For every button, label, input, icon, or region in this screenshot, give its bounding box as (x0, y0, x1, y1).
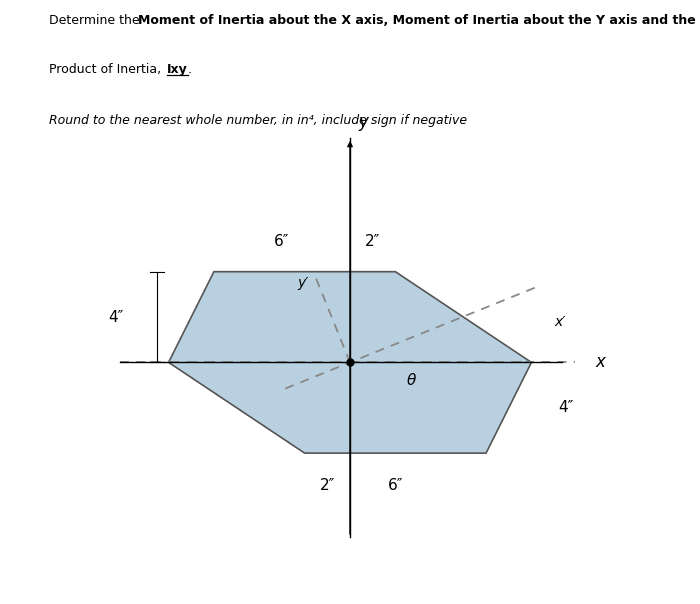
Text: 6″: 6″ (388, 478, 403, 493)
Text: y′: y′ (298, 276, 309, 290)
Text: .: . (188, 63, 192, 76)
Text: 4″: 4″ (108, 309, 123, 324)
Text: θ: θ (407, 373, 416, 388)
Text: Ixy: Ixy (167, 63, 188, 76)
Text: y: y (358, 113, 368, 131)
Text: Moment of Inertia about the X axis, Moment of Inertia about the Y axis and the: Moment of Inertia about the X axis, Mome… (138, 14, 696, 27)
Text: 6″: 6″ (274, 234, 290, 249)
Text: 2″: 2″ (320, 478, 335, 493)
Text: 2″: 2″ (365, 234, 380, 249)
Text: x: x (595, 353, 605, 371)
Text: Round to the nearest whole number, in in⁴, include sign if negative: Round to the nearest whole number, in in… (49, 114, 467, 127)
Text: 4″: 4″ (559, 400, 574, 416)
Text: Determine the: Determine the (49, 14, 144, 27)
Text: Product of Inertia,: Product of Inertia, (49, 63, 165, 76)
Polygon shape (169, 272, 531, 453)
Text: x′: x′ (554, 315, 566, 329)
